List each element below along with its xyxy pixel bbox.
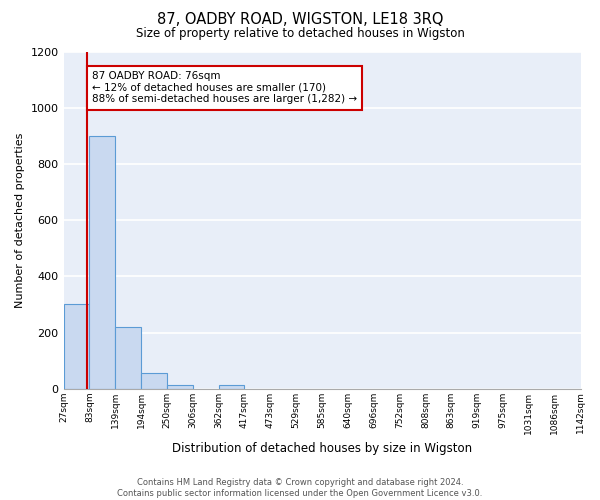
X-axis label: Distribution of detached houses by size in Wigston: Distribution of detached houses by size … bbox=[172, 442, 472, 455]
Text: Size of property relative to detached houses in Wigston: Size of property relative to detached ho… bbox=[136, 28, 464, 40]
Bar bbox=[64, 304, 89, 389]
Bar bbox=[89, 136, 115, 389]
Bar bbox=[141, 374, 167, 389]
Text: 87 OADBY ROAD: 76sqm
← 12% of detached houses are smaller (170)
88% of semi-deta: 87 OADBY ROAD: 76sqm ← 12% of detached h… bbox=[92, 71, 357, 104]
Bar bbox=[167, 384, 193, 389]
Y-axis label: Number of detached properties: Number of detached properties bbox=[15, 132, 25, 308]
Text: 87, OADBY ROAD, WIGSTON, LE18 3RQ: 87, OADBY ROAD, WIGSTON, LE18 3RQ bbox=[157, 12, 443, 28]
Bar bbox=[115, 327, 141, 389]
Text: Contains HM Land Registry data © Crown copyright and database right 2024.
Contai: Contains HM Land Registry data © Crown c… bbox=[118, 478, 482, 498]
Bar bbox=[218, 384, 244, 389]
